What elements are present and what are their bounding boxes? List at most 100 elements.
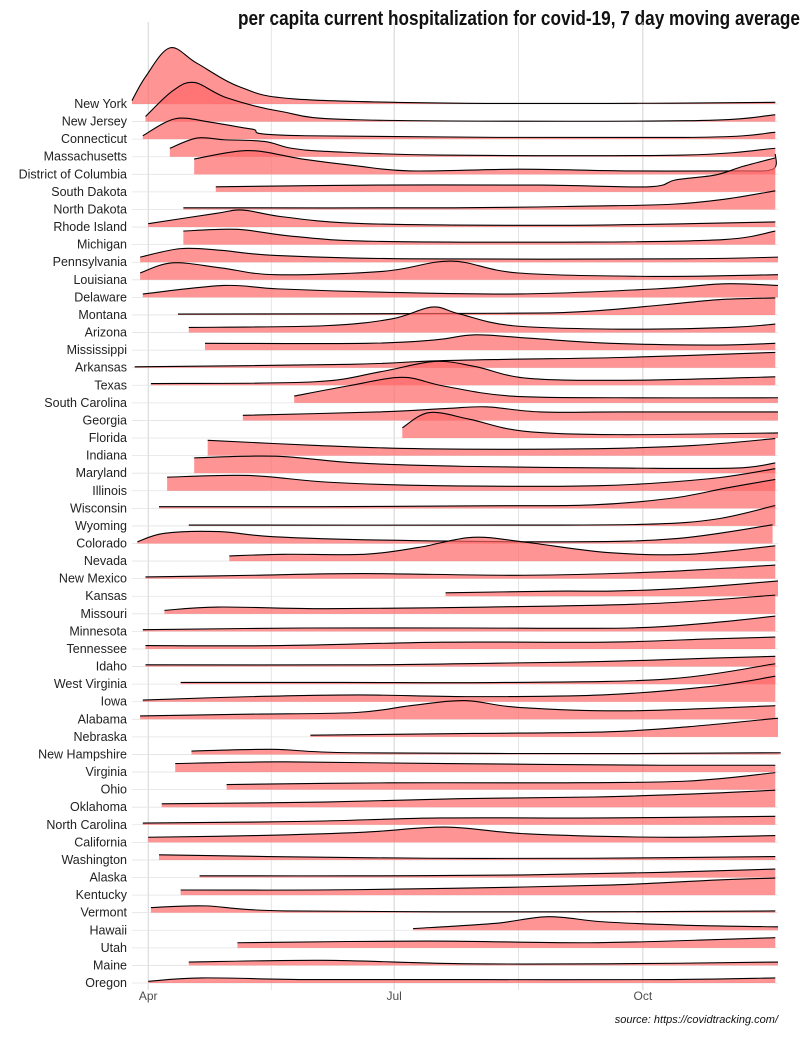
state-label: Delaware bbox=[74, 290, 127, 304]
ridge-line-alabama bbox=[140, 700, 776, 717]
ridge-washington bbox=[159, 854, 776, 860]
state-label: Alaska bbox=[89, 871, 127, 885]
state-label: Pennsylvania bbox=[53, 255, 127, 269]
ridge-line-minnesota bbox=[142, 615, 776, 631]
ridge-line-connecticut bbox=[142, 117, 776, 139]
ridge-line-new-york bbox=[131, 47, 776, 105]
state-label: Nevada bbox=[84, 554, 127, 568]
ridge-area-alabama bbox=[140, 700, 776, 720]
ridge-new-hampshire bbox=[191, 748, 781, 755]
ridge-line-hawaii bbox=[413, 916, 779, 930]
ridge-line-north-carolina bbox=[142, 815, 776, 824]
ridge-line-florida bbox=[401, 411, 779, 436]
state-label: Massachusetts bbox=[44, 150, 127, 164]
state-label: Washington bbox=[61, 853, 127, 867]
ridge-alaska bbox=[199, 868, 776, 878]
ridge-nebraska bbox=[310, 717, 779, 737]
ridge-minnesota bbox=[142, 615, 776, 632]
ridge-virginia bbox=[175, 761, 776, 773]
state-label: Utah bbox=[101, 941, 127, 955]
ridge-line-oregon bbox=[148, 977, 776, 982]
ridge-area-new-hampshire bbox=[191, 749, 781, 755]
ridges bbox=[131, 47, 781, 983]
state-label: Illinois bbox=[92, 484, 127, 498]
state-label: Oregon bbox=[85, 976, 127, 990]
chart-title: per capita current hospitalization for c… bbox=[237, 8, 800, 30]
ridge-colorado bbox=[137, 524, 773, 544]
state-label: Missouri bbox=[80, 607, 127, 621]
ridge-california bbox=[148, 826, 776, 843]
ridge-maryland bbox=[194, 455, 776, 474]
ridge-line-alaska bbox=[199, 868, 776, 877]
ridge-south-carolina bbox=[294, 376, 779, 403]
state-label: Alabama bbox=[78, 712, 127, 726]
ridge-area-indiana bbox=[207, 438, 776, 456]
x-tick-label: Oct bbox=[634, 989, 653, 1003]
state-label: Indiana bbox=[86, 449, 127, 463]
ridge-area-ohio bbox=[226, 772, 776, 790]
state-label: Wyoming bbox=[75, 519, 127, 533]
ridge-line-north-dakota bbox=[183, 190, 776, 209]
ridge-line-louisiana bbox=[139, 260, 779, 277]
ridge-line-wisconsin bbox=[159, 478, 776, 508]
ridge-line-indiana bbox=[207, 438, 776, 450]
ridge-north-carolina bbox=[142, 815, 776, 825]
ridge-wyoming bbox=[188, 504, 776, 526]
ridge-line-rhode-island bbox=[148, 209, 776, 226]
ridge-area-alaska bbox=[199, 869, 776, 878]
ridge-area-arkansas bbox=[134, 352, 776, 368]
state-label: Wisconsin bbox=[70, 501, 127, 515]
state-label: Florida bbox=[89, 431, 127, 445]
ridge-line-tennessee bbox=[145, 636, 776, 647]
state-label: New Jersey bbox=[62, 115, 128, 129]
ridge-area-arizona bbox=[188, 306, 776, 333]
ridge-oregon bbox=[148, 977, 776, 983]
ridge-north-dakota bbox=[183, 190, 776, 210]
ridge-michigan bbox=[183, 228, 776, 245]
ridge-area-florida bbox=[402, 412, 778, 439]
state-label: Iowa bbox=[101, 695, 127, 709]
ridge-line-wyoming bbox=[188, 504, 776, 526]
ridge-area-rhode-island bbox=[148, 209, 776, 228]
state-label: Virginia bbox=[86, 765, 128, 779]
ridge-line-new-hampshire bbox=[191, 748, 781, 755]
ridge-delaware bbox=[142, 283, 779, 298]
ridge-line-kansas bbox=[445, 580, 779, 594]
ridge-line-georgia bbox=[242, 406, 778, 416]
ridge-area-mississippi bbox=[204, 334, 776, 351]
ridge-area-new-mexico bbox=[145, 565, 776, 579]
ridge-west-virginia bbox=[180, 663, 776, 685]
ridge-florida bbox=[401, 411, 779, 439]
ridge-louisiana bbox=[139, 260, 779, 280]
ridge-area-idaho bbox=[145, 656, 776, 667]
ridge-georgia bbox=[242, 406, 778, 421]
ridge-missouri bbox=[164, 594, 776, 614]
ridge-area-utah bbox=[237, 937, 776, 948]
ridge-rhode-island bbox=[148, 209, 776, 228]
ridge-line-new-mexico bbox=[145, 564, 776, 578]
ridge-alabama bbox=[140, 700, 776, 720]
ridge-massachusetts bbox=[169, 137, 776, 157]
ridge-line-new-jersey bbox=[145, 81, 776, 122]
ridge-texas bbox=[150, 360, 776, 386]
ridge-area-wyoming bbox=[188, 505, 776, 526]
ridge-line-michigan bbox=[183, 228, 776, 243]
ridge-line-pennsylvania bbox=[139, 247, 779, 260]
ridge-line-nebraska bbox=[310, 717, 779, 736]
ridge-area-colorado bbox=[137, 524, 773, 544]
state-label: Michigan bbox=[77, 238, 127, 252]
state-label: Idaho bbox=[96, 660, 127, 674]
ridge-line-vermont bbox=[150, 905, 776, 913]
ridge-new-mexico bbox=[145, 564, 776, 579]
y-axis-labels: New York New Jersey Connecticut Massachuset… bbox=[19, 97, 128, 990]
ridge-mississippi bbox=[204, 334, 776, 351]
state-label: North Carolina bbox=[46, 818, 127, 832]
ridge-line-utah bbox=[237, 937, 776, 944]
state-label: California bbox=[74, 835, 127, 849]
ridge-area-virginia bbox=[175, 761, 776, 773]
state-label: Ohio bbox=[101, 783, 127, 797]
state-label: Nebraska bbox=[74, 730, 128, 744]
state-label: Connecticut bbox=[61, 132, 128, 146]
ridge-area-nevada bbox=[229, 537, 776, 562]
state-label: Minnesota bbox=[69, 624, 127, 638]
